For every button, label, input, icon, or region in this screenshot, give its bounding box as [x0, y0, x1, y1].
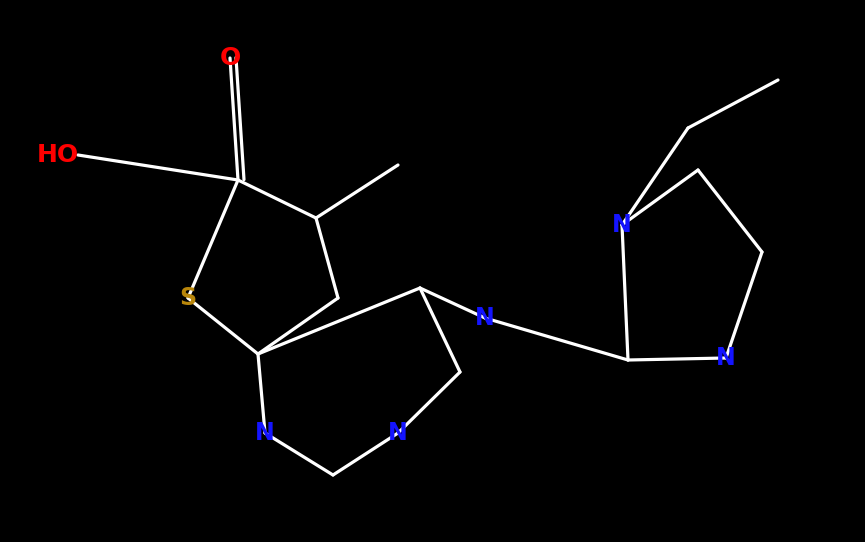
Text: N: N: [255, 421, 275, 445]
Text: N: N: [475, 306, 495, 330]
Text: S: S: [179, 286, 196, 310]
Text: HO: HO: [37, 143, 79, 167]
Text: N: N: [388, 421, 408, 445]
Text: N: N: [612, 213, 631, 237]
Text: O: O: [220, 46, 240, 70]
Text: N: N: [716, 346, 736, 370]
